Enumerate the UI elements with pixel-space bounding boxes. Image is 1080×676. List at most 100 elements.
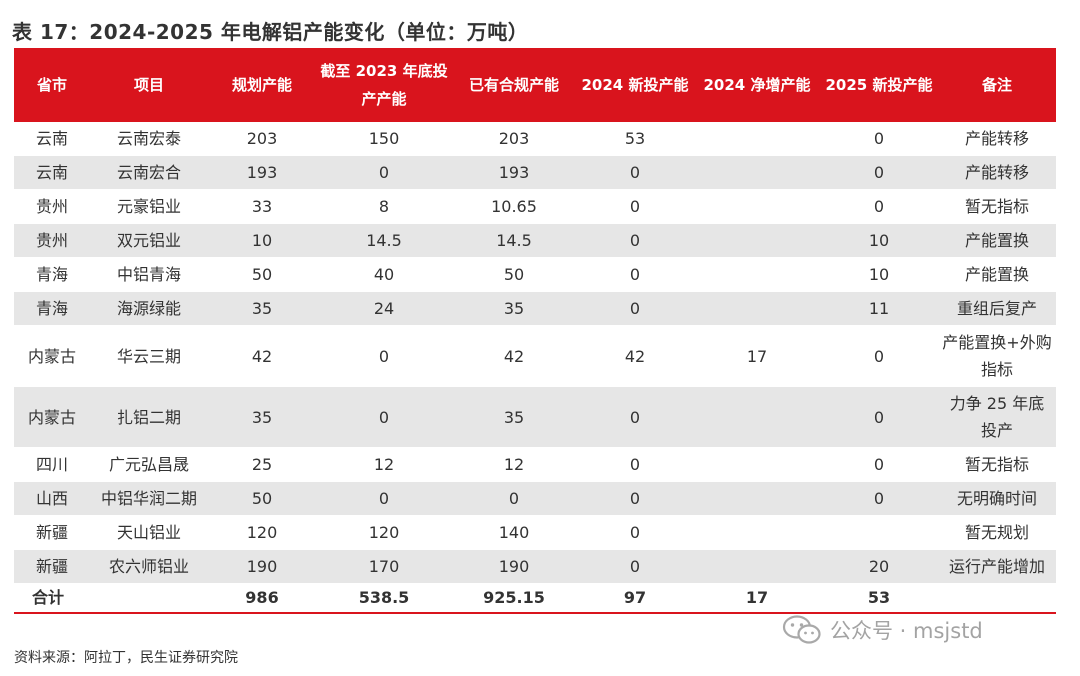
table-cell: 重组后复产 xyxy=(938,291,1056,326)
table-cell xyxy=(694,515,820,550)
table-cell: 170 xyxy=(316,549,452,584)
table-body: 云南 云南宏泰 203 150 203 53 0 产能转移 云南 云南宏合 193 0 193 0 0 产能转… xyxy=(14,122,1056,614)
table-cell: 广元弘昌晟 xyxy=(90,447,208,482)
table-cell: 0 xyxy=(316,155,452,190)
header-cell: 省市 xyxy=(14,48,90,122)
table-cell xyxy=(694,447,820,482)
table-row: 四川 广元弘昌晟 25 12 12 0 0 暂无指标 xyxy=(14,447,1056,482)
table-cell: 内蒙古 xyxy=(14,386,90,448)
header-cell: 2024 净增产能 xyxy=(694,48,820,122)
table-cell: 0 xyxy=(820,122,938,156)
table-cell xyxy=(694,189,820,224)
table-cell: 天山铝业 xyxy=(90,515,208,550)
table-cell: 140 xyxy=(452,515,576,550)
table-cell: 青海 xyxy=(14,257,90,292)
table-cell: 暂无指标 xyxy=(938,189,1056,224)
table-cell: 扎铝二期 xyxy=(90,386,208,448)
table-cell: 产能转移 xyxy=(938,155,1056,190)
table-title: 表 17：2024-2025 年电解铝产能变化（单位：万吨） xyxy=(12,20,529,44)
table-cell: 0 xyxy=(820,155,938,190)
table-cell: 42 xyxy=(452,325,576,387)
total-cell: 925.15 xyxy=(452,583,576,614)
table-cell: 云南宏泰 xyxy=(90,122,208,156)
table-cell xyxy=(694,481,820,516)
table-row: 内蒙古 华云三期 42 0 42 42 17 0 产能置换+外购指标 xyxy=(14,325,1056,387)
table-cell xyxy=(694,291,820,326)
table-cell: 产能置换+外购指标 xyxy=(938,325,1056,387)
header-cell: 规划产能 xyxy=(208,48,316,122)
table-cell: 产能转移 xyxy=(938,122,1056,156)
table-cell: 190 xyxy=(452,549,576,584)
header-cell: 已有合规产能 xyxy=(452,48,576,122)
wechat-icon xyxy=(782,615,821,644)
watermark-text: 公众号 · msjstd xyxy=(830,619,983,643)
table-cell: 华云三期 xyxy=(90,325,208,387)
table-cell: 42 xyxy=(208,325,316,387)
watermark: 公众号 · msjstd xyxy=(782,614,983,646)
table-cell: 17 xyxy=(694,325,820,387)
table-cell: 0 xyxy=(316,325,452,387)
table-cell: 35 xyxy=(208,386,316,448)
table-cell xyxy=(820,515,938,550)
table-cell: 0 xyxy=(820,325,938,387)
table-cell: 120 xyxy=(208,515,316,550)
table-cell: 190 xyxy=(208,549,316,584)
table-cell: 云南 xyxy=(14,122,90,156)
table-cell: 四川 xyxy=(14,447,90,482)
table-cell: 11 xyxy=(820,291,938,326)
header-cell: 截至 2023 年底投产产能 xyxy=(316,48,452,122)
table-row: 云南 云南宏合 193 0 193 0 0 产能转移 xyxy=(14,155,1056,190)
table-cell: 新疆 xyxy=(14,515,90,550)
table-row: 山西 中铝华润二期 50 0 0 0 0 无明确时间 xyxy=(14,481,1056,516)
table-row: 新疆 天山铝业 120 120 140 0 暂无规划 xyxy=(14,515,1056,550)
table-cell: 10.65 xyxy=(452,189,576,224)
table-cell xyxy=(694,549,820,584)
table-cell: 暂无指标 xyxy=(938,447,1056,482)
table-cell: 贵州 xyxy=(14,189,90,224)
header-cell: 2025 新投产能 xyxy=(820,48,938,122)
table-cell: 10 xyxy=(820,223,938,258)
table-cell: 42 xyxy=(576,325,694,387)
table-cell: 0 xyxy=(316,386,452,448)
header-row: 省市 项目 规划产能 截至 2023 年底投产产能 已有合规产能 2024 新投… xyxy=(14,48,1056,122)
table-cell: 150 xyxy=(316,122,452,156)
capacity-table: 省市 项目 规划产能 截至 2023 年底投产产能 已有合规产能 2024 新投… xyxy=(14,48,1056,614)
table-cell: 中铝青海 xyxy=(90,257,208,292)
header-cell: 备注 xyxy=(938,48,1056,122)
total-cell: 53 xyxy=(820,583,938,614)
table-cell: 0 xyxy=(576,223,694,258)
table-cell: 0 xyxy=(576,386,694,448)
table-cell: 24 xyxy=(316,291,452,326)
table-cell: 暂无规划 xyxy=(938,515,1056,550)
table-cell: 海源绿能 xyxy=(90,291,208,326)
table-cell: 33 xyxy=(208,189,316,224)
table-cell: 0 xyxy=(820,481,938,516)
table-cell: 产能置换 xyxy=(938,257,1056,292)
table-row: 青海 中铝青海 50 40 50 0 10 产能置换 xyxy=(14,257,1056,292)
table-cell: 0 xyxy=(820,447,938,482)
table-cell: 0 xyxy=(576,189,694,224)
total-row: 合计 986 538.5 925.15 97 17 53 xyxy=(14,583,1056,614)
table-cell: 0 xyxy=(576,291,694,326)
table-row: 贵州 双元铝业 10 14.5 14.5 0 10 产能置换 xyxy=(14,223,1056,258)
table-cell: 0 xyxy=(576,155,694,190)
table-cell xyxy=(694,386,820,448)
table-cell: 0 xyxy=(316,481,452,516)
table-cell: 0 xyxy=(576,481,694,516)
table-row: 云南 云南宏泰 203 150 203 53 0 产能转移 xyxy=(14,122,1056,156)
table-cell: 力争 25 年底投产 xyxy=(938,386,1056,448)
table-cell: 山西 xyxy=(14,481,90,516)
table-cell: 云南 xyxy=(14,155,90,190)
table-cell: 12 xyxy=(452,447,576,482)
table-cell: 0 xyxy=(576,549,694,584)
table-cell: 双元铝业 xyxy=(90,223,208,258)
total-cell: 986 xyxy=(208,583,316,614)
table-row: 内蒙古 扎铝二期 35 0 35 0 0 力争 25 年底投产 xyxy=(14,386,1056,448)
table-cell: 203 xyxy=(208,122,316,156)
table-row: 新疆 农六师铝业 190 170 190 0 20 运行产能增加 xyxy=(14,549,1056,584)
table-cell: 贵州 xyxy=(14,223,90,258)
table-cell: 193 xyxy=(452,155,576,190)
source-note: 资料来源：阿拉丁，民生证券研究院 xyxy=(14,650,238,666)
total-cell: 合计 xyxy=(14,583,90,614)
table-cell: 120 xyxy=(316,515,452,550)
